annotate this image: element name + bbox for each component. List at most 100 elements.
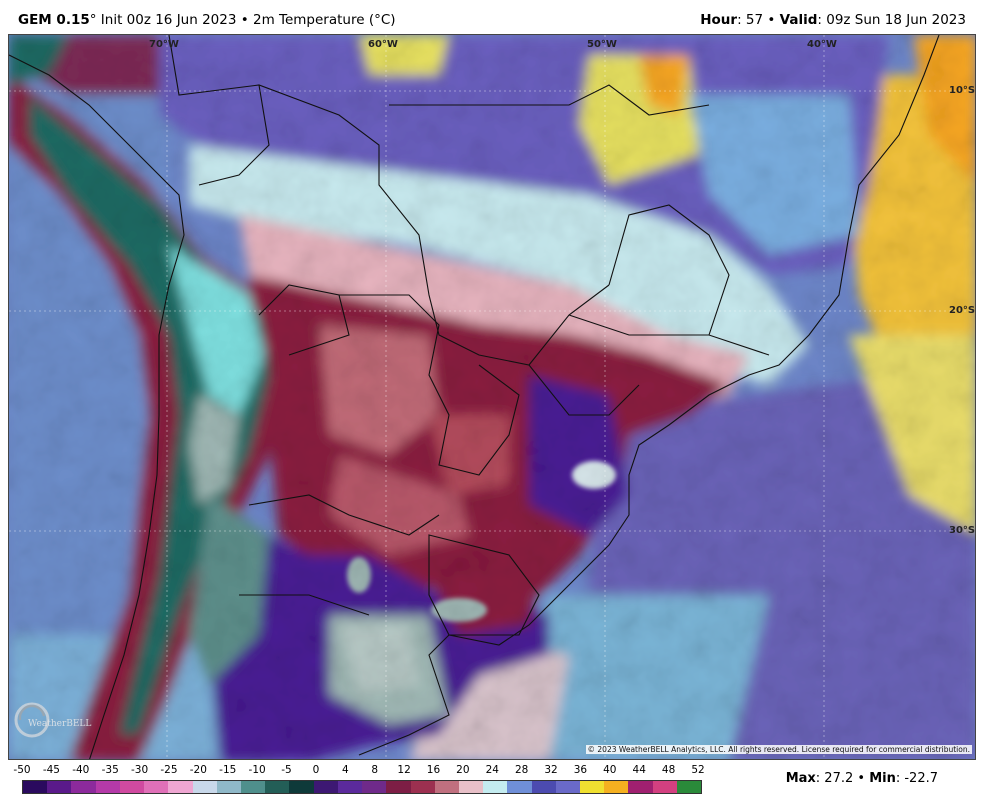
state-border-1 <box>608 204 730 336</box>
lat-label-20s: 20°S <box>949 305 975 316</box>
copyright-notice: © 2023 WeatherBELL Analytics, LLC. All r… <box>585 745 972 754</box>
map-canvas: 70°W 60°W 50°W 40°W 10°S 20°S 30°S <box>9 35 975 759</box>
colorbar-segment <box>507 781 532 793</box>
andes-gray <box>189 395 239 505</box>
colorbar-segment <box>386 781 411 793</box>
colorbar-segment <box>434 781 459 793</box>
lon-label-40w: 40°W <box>807 39 837 50</box>
colorbar-segment <box>362 781 387 793</box>
cold-spot-3 <box>347 557 371 593</box>
uruguay-border <box>428 534 540 636</box>
colorbar-segment <box>580 781 605 793</box>
colorbar-segment <box>458 781 484 793</box>
colorbar-segment <box>95 781 120 793</box>
colorbar-tick-label: -15 <box>219 764 237 776</box>
colorbar-segment <box>313 781 338 793</box>
colorbar-tick-label: -50 <box>13 764 31 776</box>
cold-spot-1 <box>572 461 616 489</box>
colorbar-tick-label: -20 <box>189 764 207 776</box>
red-patch-paraguay <box>429 415 509 495</box>
colorbar <box>22 780 702 794</box>
lat-label-30s: 30°S <box>949 525 975 536</box>
east-blue <box>689 95 859 255</box>
colorbar-tick-label: -30 <box>130 764 149 776</box>
colorbar-segment <box>531 781 556 793</box>
cold-spot-2 <box>431 598 487 622</box>
state-border-4 <box>389 84 710 116</box>
red-patch-chaco <box>319 325 439 455</box>
colorbar-tick-label: -25 <box>160 764 178 776</box>
colorbar-tick-label: 24 <box>485 764 499 776</box>
north-yellow-small <box>359 35 449 75</box>
nw-teal <box>9 35 69 85</box>
peru-border <box>198 84 270 186</box>
colorbar-tick-label: 4 <box>341 764 349 776</box>
hour-label: Hour <box>700 12 738 28</box>
colorbar-tick-label: 28 <box>514 764 529 776</box>
temperature-map: 70°W 60°W 50°W 40°W 10°S 20°S 30°S <box>8 34 976 760</box>
colorbar-segment <box>265 781 290 793</box>
colorbar-segment <box>144 781 169 793</box>
colorbar-segment <box>676 781 702 793</box>
colorbar-ticks: -50 -45 -40 -35 -30 -25 -20 -15 -10 -5 0 4 8 12 16 20 24… <box>0 764 984 778</box>
max-min-readout: Max: 27.2 • Min: -22.7 <box>786 771 938 786</box>
model-name: GEM 0.15 <box>18 12 90 28</box>
argentina-province-2 <box>239 594 370 616</box>
min-label: Min <box>869 771 896 786</box>
unit-text: °C) <box>374 12 396 28</box>
colorbar-segment <box>216 781 241 793</box>
init-text: Init 00z 16 Jun 2023 • 2m Temperature ( <box>96 12 375 28</box>
footer-bar: -50 -45 -40 -35 -30 -25 -20 -15 -10 -5 0 4 8 12 16 20 24… <box>0 760 984 808</box>
red-patch-south <box>329 455 469 555</box>
argentina-province <box>248 494 440 536</box>
hour-value: : 57 • <box>737 12 780 28</box>
state-border-2 <box>528 364 640 416</box>
colorbar-segment <box>119 781 145 793</box>
colorbar-segment <box>71 781 96 793</box>
colorbar-tick-label: 12 <box>397 764 411 776</box>
title-left: GEM 0.15° Init 00z 16 Jun 2023 • 2m Temp… <box>18 12 396 28</box>
lon-label-60w: 60°W <box>368 39 398 50</box>
max-value: : 27.2 • <box>815 771 870 786</box>
colorbar-tick-label: 20 <box>456 764 470 776</box>
north-orange <box>639 55 689 115</box>
pacific-coast <box>9 54 185 759</box>
colorbar-tick-label: 32 <box>544 764 558 776</box>
colorbar-segment <box>168 781 193 793</box>
colorbar-segment <box>555 781 581 793</box>
paraguay-border <box>339 294 520 476</box>
colorbar-tick-label: 8 <box>371 764 379 776</box>
colorbar-segment <box>410 781 435 793</box>
state-border-3 <box>568 314 770 356</box>
colorbar-segment <box>604 781 629 793</box>
lat-label-10s: 10°S <box>949 85 975 96</box>
colorbar-tick-label: 44 <box>632 764 646 776</box>
logo-text: WeatherBELL <box>28 719 91 729</box>
lon-label-50w: 50°W <box>587 39 617 50</box>
patagonia-light <box>339 625 419 695</box>
colorbar-tick-label: 0 <box>312 764 320 776</box>
colorbar-tick-label: -40 <box>72 764 90 776</box>
valid-value: : 09z Sun 18 Jun 2023 <box>817 12 966 28</box>
header-bar: GEM 0.15° Init 00z 16 Jun 2023 • 2m Temp… <box>0 0 984 34</box>
colorbar-tick-label: 16 <box>426 764 441 776</box>
colorbar-segment <box>483 781 508 793</box>
colorbar-segment <box>652 781 677 793</box>
title-right: Hour: 57 • Valid: 09z Sun 18 Jun 2023 <box>700 12 966 28</box>
bolivia-border <box>258 284 350 356</box>
colorbar-segment <box>240 781 266 793</box>
yellow-tongue <box>849 335 975 534</box>
weatherbell-logo: WeatherBELL <box>12 700 92 742</box>
colorbar-segment <box>23 781 48 793</box>
andes-south <box>189 495 269 685</box>
atlantic-shelf <box>489 595 769 759</box>
colorbar-tick-label: -45 <box>42 764 60 776</box>
borders <box>9 35 940 759</box>
altiplano-cyan <box>169 245 264 415</box>
graticule <box>9 35 975 759</box>
colorbar-segment <box>337 781 363 793</box>
min-value: : -22.7 <box>895 771 938 786</box>
colorbar-segment <box>289 781 314 793</box>
colorbar-tick-label: -35 <box>101 764 119 776</box>
colorbar-segment <box>47 781 72 793</box>
